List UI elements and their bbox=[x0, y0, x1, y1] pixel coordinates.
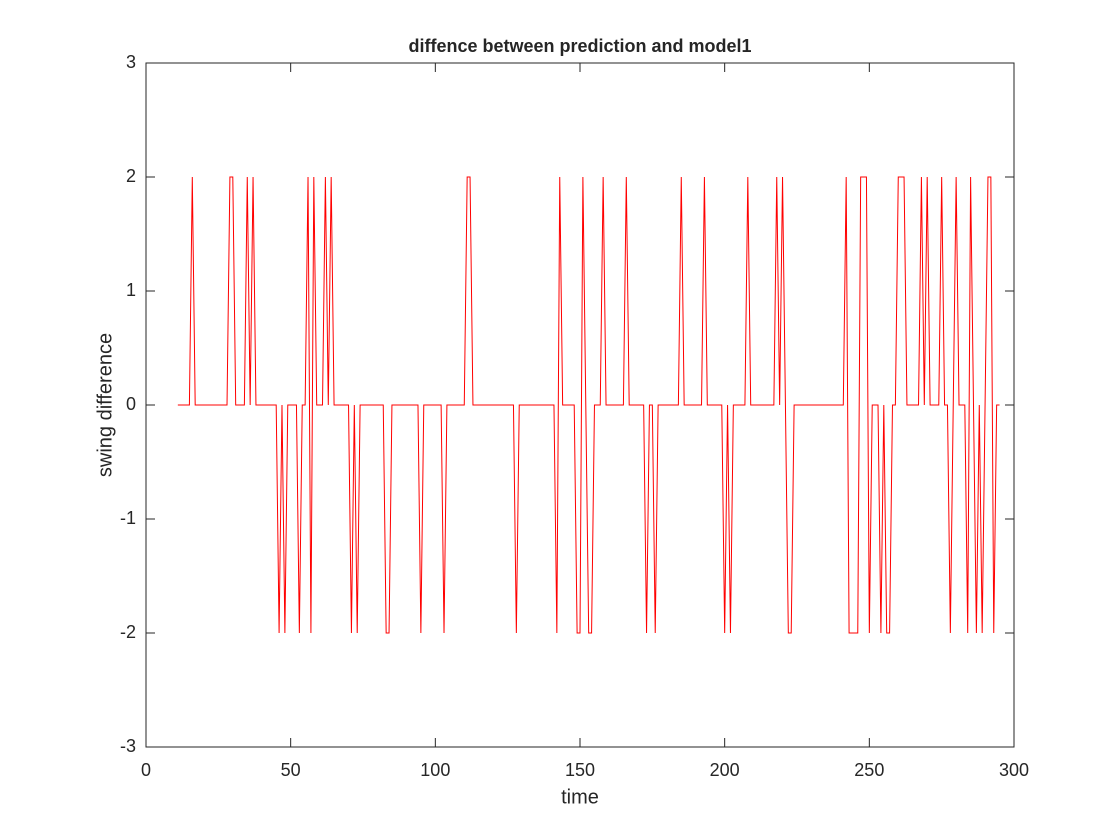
y-tick-label: 2 bbox=[126, 166, 136, 186]
chart-title: diffence between prediction and model1 bbox=[408, 36, 751, 56]
x-tick-label: 150 bbox=[565, 760, 595, 780]
y-tick-label: -3 bbox=[120, 736, 136, 756]
y-tick-label: 0 bbox=[126, 394, 136, 414]
x-tick-label: 100 bbox=[420, 760, 450, 780]
y-tick-label: 1 bbox=[126, 280, 136, 300]
y-tick-label: -1 bbox=[120, 508, 136, 528]
y-axis-label: swing difference bbox=[94, 333, 116, 477]
x-tick-label: 300 bbox=[999, 760, 1029, 780]
x-tick-label: 200 bbox=[710, 760, 740, 780]
y-tick-label: 3 bbox=[126, 52, 136, 72]
x-tick-label: 50 bbox=[281, 760, 301, 780]
x-tick-label: 0 bbox=[141, 760, 151, 780]
x-axis-label: time bbox=[561, 786, 599, 808]
y-tick-label: -2 bbox=[120, 622, 136, 642]
data-line bbox=[177, 176, 1000, 634]
x-tick-label: 250 bbox=[854, 760, 884, 780]
